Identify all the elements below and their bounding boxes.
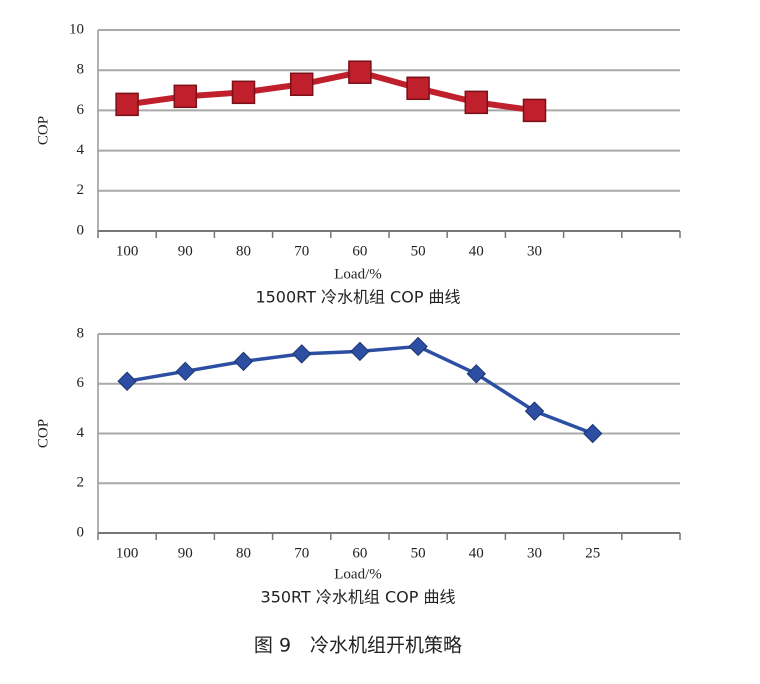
x-tick-label: 30 bbox=[527, 545, 542, 561]
point-marker bbox=[464, 90, 489, 115]
x-tick-label: 40 bbox=[469, 243, 484, 259]
x-axis-label: Load/% bbox=[334, 566, 381, 582]
y-tick-label: 4 bbox=[77, 142, 85, 158]
x-tick-label: 25 bbox=[585, 545, 600, 561]
x-tick-label: 60 bbox=[352, 243, 367, 259]
y-tick-label: 2 bbox=[77, 182, 85, 198]
point-marker bbox=[175, 361, 196, 382]
point-marker bbox=[466, 364, 487, 384]
x-tick-label: 90 bbox=[178, 243, 193, 259]
y-tick-label: 6 bbox=[77, 375, 85, 391]
point-marker bbox=[233, 351, 254, 372]
x-tick-label: 100 bbox=[116, 243, 139, 259]
point-marker bbox=[350, 341, 370, 362]
x-tick-label: 70 bbox=[294, 243, 309, 259]
x-tick-label: 100 bbox=[116, 545, 139, 561]
point-marker bbox=[406, 76, 430, 101]
point-marker bbox=[348, 60, 372, 84]
x-tick-label: 90 bbox=[178, 545, 193, 561]
y-tick-label: 6 bbox=[77, 102, 85, 118]
y-tick-label: 2 bbox=[77, 475, 85, 491]
point-marker bbox=[582, 423, 603, 444]
x-tick-label: 70 bbox=[294, 545, 309, 561]
x-tick-label: 50 bbox=[411, 243, 426, 259]
point-marker bbox=[408, 336, 428, 357]
point-marker bbox=[524, 401, 545, 421]
y-axis-label: COP bbox=[35, 116, 51, 145]
y-tick-label: 8 bbox=[77, 325, 85, 341]
figure-caption: 图 9 冷水机组开机策略 bbox=[254, 635, 462, 657]
chart-title: 350RT 冷水机组 COP 曲线 bbox=[261, 588, 456, 607]
y-tick-label: 8 bbox=[77, 62, 85, 78]
x-tick-label: 80 bbox=[236, 545, 251, 561]
y-tick-label: 4 bbox=[77, 425, 85, 441]
point-marker bbox=[231, 80, 256, 105]
point-marker bbox=[522, 98, 547, 123]
chart-title: 1500RT 冷水机组 COP 曲线 bbox=[255, 288, 460, 307]
y-axis-label: COP bbox=[35, 419, 51, 448]
x-tick-label: 60 bbox=[352, 545, 367, 561]
x-axis-label: Load/% bbox=[334, 266, 381, 282]
point-marker bbox=[291, 344, 312, 364]
x-tick-label: 40 bbox=[469, 545, 484, 561]
x-tick-label: 30 bbox=[527, 243, 542, 259]
x-tick-label: 50 bbox=[411, 545, 426, 561]
point-marker bbox=[173, 84, 198, 109]
y-tick-label: 10 bbox=[69, 21, 84, 37]
point-marker bbox=[117, 371, 137, 391]
y-tick-label: 0 bbox=[77, 222, 85, 238]
x-tick-label: 80 bbox=[236, 243, 251, 259]
point-marker bbox=[115, 92, 139, 117]
point-marker bbox=[289, 72, 314, 97]
y-tick-label: 0 bbox=[77, 524, 85, 540]
